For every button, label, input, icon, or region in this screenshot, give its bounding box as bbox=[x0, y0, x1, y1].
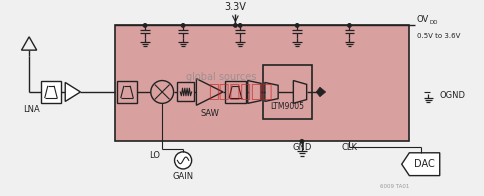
Circle shape bbox=[151, 81, 173, 103]
Text: CLK: CLK bbox=[341, 143, 357, 152]
Polygon shape bbox=[316, 87, 325, 97]
Circle shape bbox=[347, 24, 350, 27]
Polygon shape bbox=[401, 153, 439, 176]
Circle shape bbox=[181, 24, 184, 27]
Polygon shape bbox=[293, 81, 306, 103]
Polygon shape bbox=[65, 83, 80, 102]
Text: LTM9005: LTM9005 bbox=[270, 102, 304, 111]
Text: 6009 TA01: 6009 TA01 bbox=[379, 184, 408, 189]
Text: GAIN: GAIN bbox=[172, 172, 193, 181]
Circle shape bbox=[233, 24, 237, 27]
Text: 0.5V to 3.6V: 0.5V to 3.6V bbox=[416, 33, 459, 39]
Text: 3.3V: 3.3V bbox=[224, 2, 246, 12]
Circle shape bbox=[295, 24, 298, 27]
Bar bbox=[116, 81, 137, 103]
Bar bbox=[177, 83, 194, 102]
Text: OGND: OGND bbox=[439, 91, 465, 100]
Polygon shape bbox=[264, 83, 277, 102]
Text: SAW: SAW bbox=[200, 109, 219, 118]
Text: OV: OV bbox=[416, 15, 428, 24]
Circle shape bbox=[174, 152, 191, 169]
Circle shape bbox=[300, 140, 303, 143]
Text: GND: GND bbox=[292, 143, 311, 152]
Circle shape bbox=[238, 24, 242, 27]
Text: DD: DD bbox=[428, 20, 437, 25]
Text: LO: LO bbox=[149, 151, 160, 160]
Polygon shape bbox=[247, 81, 260, 103]
Bar bbox=[41, 81, 61, 103]
Text: global sources: global sources bbox=[185, 72, 256, 82]
Circle shape bbox=[143, 24, 147, 27]
Bar bbox=[262, 65, 312, 119]
Bar bbox=[114, 25, 408, 141]
Text: 电子工程专辑: 电子工程专辑 bbox=[208, 83, 272, 101]
Text: LNA: LNA bbox=[23, 105, 39, 114]
Bar bbox=[225, 81, 245, 103]
Text: DAC: DAC bbox=[413, 159, 434, 169]
Polygon shape bbox=[196, 79, 223, 105]
